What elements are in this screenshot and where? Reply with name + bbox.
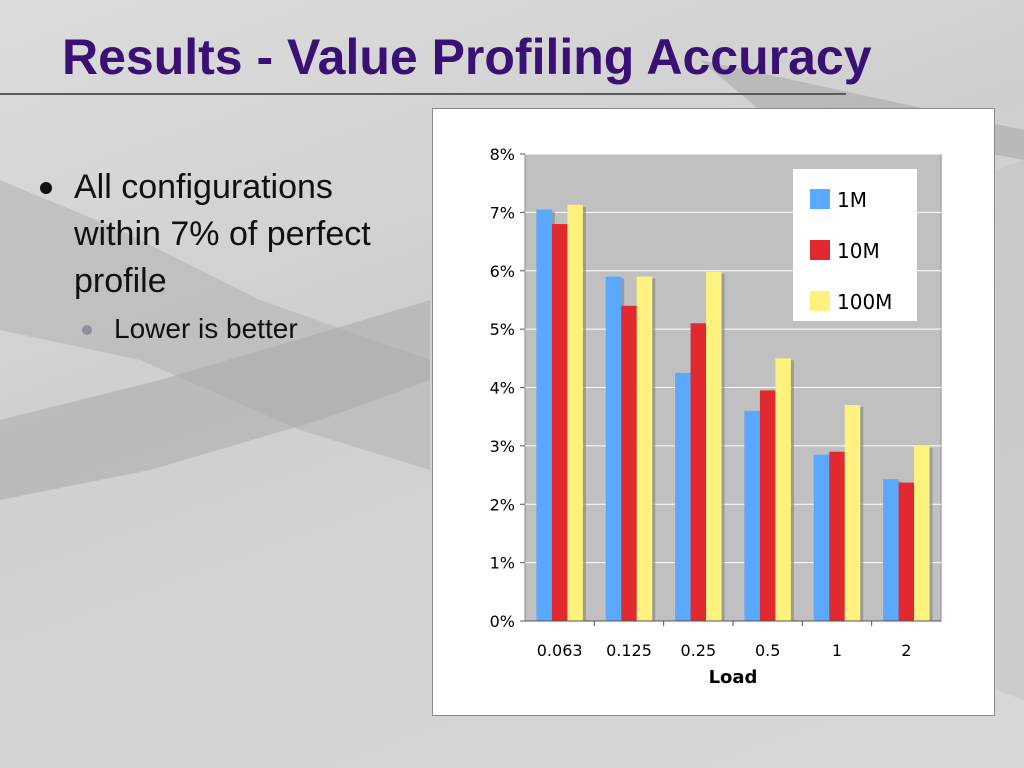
bar-chart: 0% 1% 2% 3% 4% 5% 6% 7% 8% 0.063 0.125 0.25 0.5 1 2 Loa…	[490, 145, 942, 688]
bar	[883, 479, 899, 621]
bar	[744, 410, 760, 621]
legend-label: 1M	[837, 188, 867, 212]
background-shape	[0, 300, 430, 500]
y-tick-label: 8%	[490, 145, 515, 164]
legend-swatch	[810, 291, 830, 311]
bar	[775, 358, 791, 621]
bar	[690, 323, 707, 621]
legend-swatch	[810, 240, 830, 260]
y-tick-label: 3%	[490, 437, 515, 456]
bar	[706, 271, 722, 621]
bullet-dot-icon	[40, 182, 52, 194]
bullet-item: All configurations within 7% of perfect …	[38, 164, 428, 305]
y-tick-label: 7%	[490, 203, 515, 222]
bar	[914, 445, 930, 621]
bar	[898, 482, 915, 621]
legend-swatch	[810, 189, 830, 209]
x-tick-label: 1	[832, 641, 842, 660]
x-tick-label: 2	[901, 641, 911, 660]
legend-label: 10M	[837, 239, 880, 263]
bullet-list: All configurations within 7% of perfect …	[38, 164, 428, 349]
bar	[605, 276, 622, 621]
bar	[621, 305, 637, 621]
sub-bullet-dot-icon	[82, 325, 92, 335]
y-tick-label: 1%	[490, 554, 515, 573]
legend-label: 100M	[837, 290, 892, 314]
sub-bullet-text: Lower is better	[114, 313, 298, 344]
bar	[536, 209, 552, 622]
y-tick-label: 2%	[490, 495, 515, 514]
x-axis-label: Load	[709, 667, 758, 688]
y-tick-label: 5%	[490, 320, 515, 339]
sub-bullet-item: Lower is better	[38, 309, 428, 349]
y-tick-label: 4%	[490, 379, 515, 398]
bar	[675, 372, 691, 621]
bullet-text: All configurations within 7% of perfect …	[74, 168, 371, 300]
title-divider	[0, 93, 846, 95]
bar	[759, 390, 776, 621]
x-tick-label: 0.125	[606, 641, 652, 660]
bar	[551, 224, 568, 622]
bar	[844, 405, 861, 621]
background-shape	[996, 160, 1024, 700]
bar	[829, 451, 845, 621]
bar	[567, 204, 583, 621]
x-tick-label: 0.5	[755, 641, 780, 660]
x-tick-label: 0.25	[681, 641, 717, 660]
chart-container: 0% 1% 2% 3% 4% 5% 6% 7% 8% 0.063 0.125 0.25 0.5 1 2 Loa…	[432, 108, 995, 716]
bar	[813, 454, 830, 621]
y-tick-label: 0%	[490, 612, 515, 631]
bar	[636, 276, 653, 621]
slide-title: Results - Value Profiling Accuracy	[62, 29, 872, 85]
x-tick-label: 0.063	[537, 641, 583, 660]
y-tick-label: 6%	[490, 262, 515, 281]
